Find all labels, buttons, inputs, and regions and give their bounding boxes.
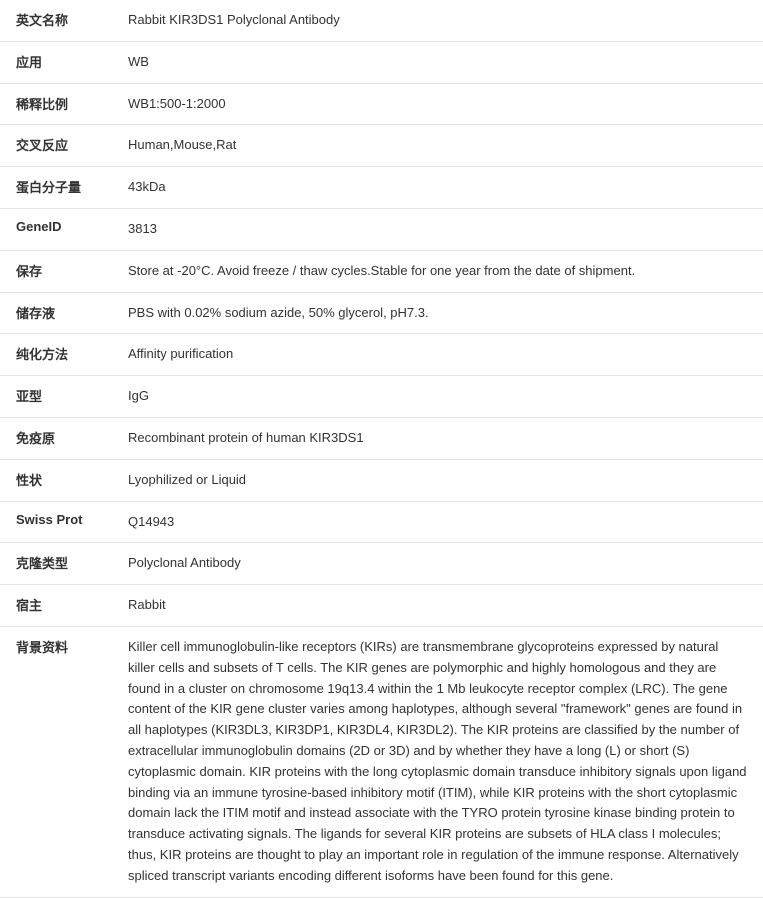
spec-label: 英文名称 — [0, 0, 120, 41]
spec-row: 储存液PBS with 0.02% sodium azide, 50% glyc… — [0, 292, 763, 334]
spec-value: Human,Mouse,Rat — [120, 125, 763, 167]
spec-label: 宿主 — [0, 585, 120, 627]
spec-value: Killer cell immunoglobulin-like receptor… — [120, 626, 763, 897]
spec-label: 背景资料 — [0, 626, 120, 897]
spec-value: Rabbit KIR3DS1 Polyclonal Antibody — [120, 0, 763, 41]
spec-value: Q14943 — [120, 501, 763, 543]
spec-value: PBS with 0.02% sodium azide, 50% glycero… — [120, 292, 763, 334]
spec-row: 英文名称Rabbit KIR3DS1 Polyclonal Antibody — [0, 0, 763, 41]
spec-label: Swiss Prot — [0, 501, 120, 543]
spec-label: 保存 — [0, 250, 120, 292]
spec-label: 交叉反应 — [0, 125, 120, 167]
spec-row: 应用WB — [0, 41, 763, 83]
spec-value: 3813 — [120, 208, 763, 250]
spec-value: Store at -20°C. Avoid freeze / thaw cycl… — [120, 250, 763, 292]
spec-row: 稀释比例WB1:500-1:2000 — [0, 83, 763, 125]
spec-label: 克隆类型 — [0, 543, 120, 585]
spec-row: 交叉反应Human,Mouse,Rat — [0, 125, 763, 167]
spec-value: Recombinant protein of human KIR3DS1 — [120, 417, 763, 459]
specification-tbody: 英文名称Rabbit KIR3DS1 Polyclonal Antibody应用… — [0, 0, 763, 897]
spec-label: 纯化方法 — [0, 334, 120, 376]
spec-value: Polyclonal Antibody — [120, 543, 763, 585]
spec-label: 蛋白分子量 — [0, 167, 120, 209]
spec-row: 克隆类型Polyclonal Antibody — [0, 543, 763, 585]
spec-row: 背景资料Killer cell immunoglobulin-like rece… — [0, 626, 763, 897]
spec-row: 蛋白分子量43kDa — [0, 167, 763, 209]
spec-value: IgG — [120, 376, 763, 418]
spec-value: WB1:500-1:2000 — [120, 83, 763, 125]
spec-value: Rabbit — [120, 585, 763, 627]
spec-row: 宿主Rabbit — [0, 585, 763, 627]
spec-row: 免疫原Recombinant protein of human KIR3DS1 — [0, 417, 763, 459]
spec-label: 应用 — [0, 41, 120, 83]
spec-row: 保存Store at -20°C. Avoid freeze / thaw cy… — [0, 250, 763, 292]
specification-table: 英文名称Rabbit KIR3DS1 Polyclonal Antibody应用… — [0, 0, 763, 898]
spec-label: 储存液 — [0, 292, 120, 334]
spec-label: 免疫原 — [0, 417, 120, 459]
spec-label: 性状 — [0, 459, 120, 501]
spec-row: Swiss ProtQ14943 — [0, 501, 763, 543]
spec-row: 纯化方法Affinity purification — [0, 334, 763, 376]
spec-row: 性状Lyophilized or Liquid — [0, 459, 763, 501]
spec-value: 43kDa — [120, 167, 763, 209]
spec-row: GeneID3813 — [0, 208, 763, 250]
spec-value: WB — [120, 41, 763, 83]
spec-value: Affinity purification — [120, 334, 763, 376]
spec-label: 稀释比例 — [0, 83, 120, 125]
spec-label: 亚型 — [0, 376, 120, 418]
spec-row: 亚型IgG — [0, 376, 763, 418]
spec-value: Lyophilized or Liquid — [120, 459, 763, 501]
spec-label: GeneID — [0, 208, 120, 250]
